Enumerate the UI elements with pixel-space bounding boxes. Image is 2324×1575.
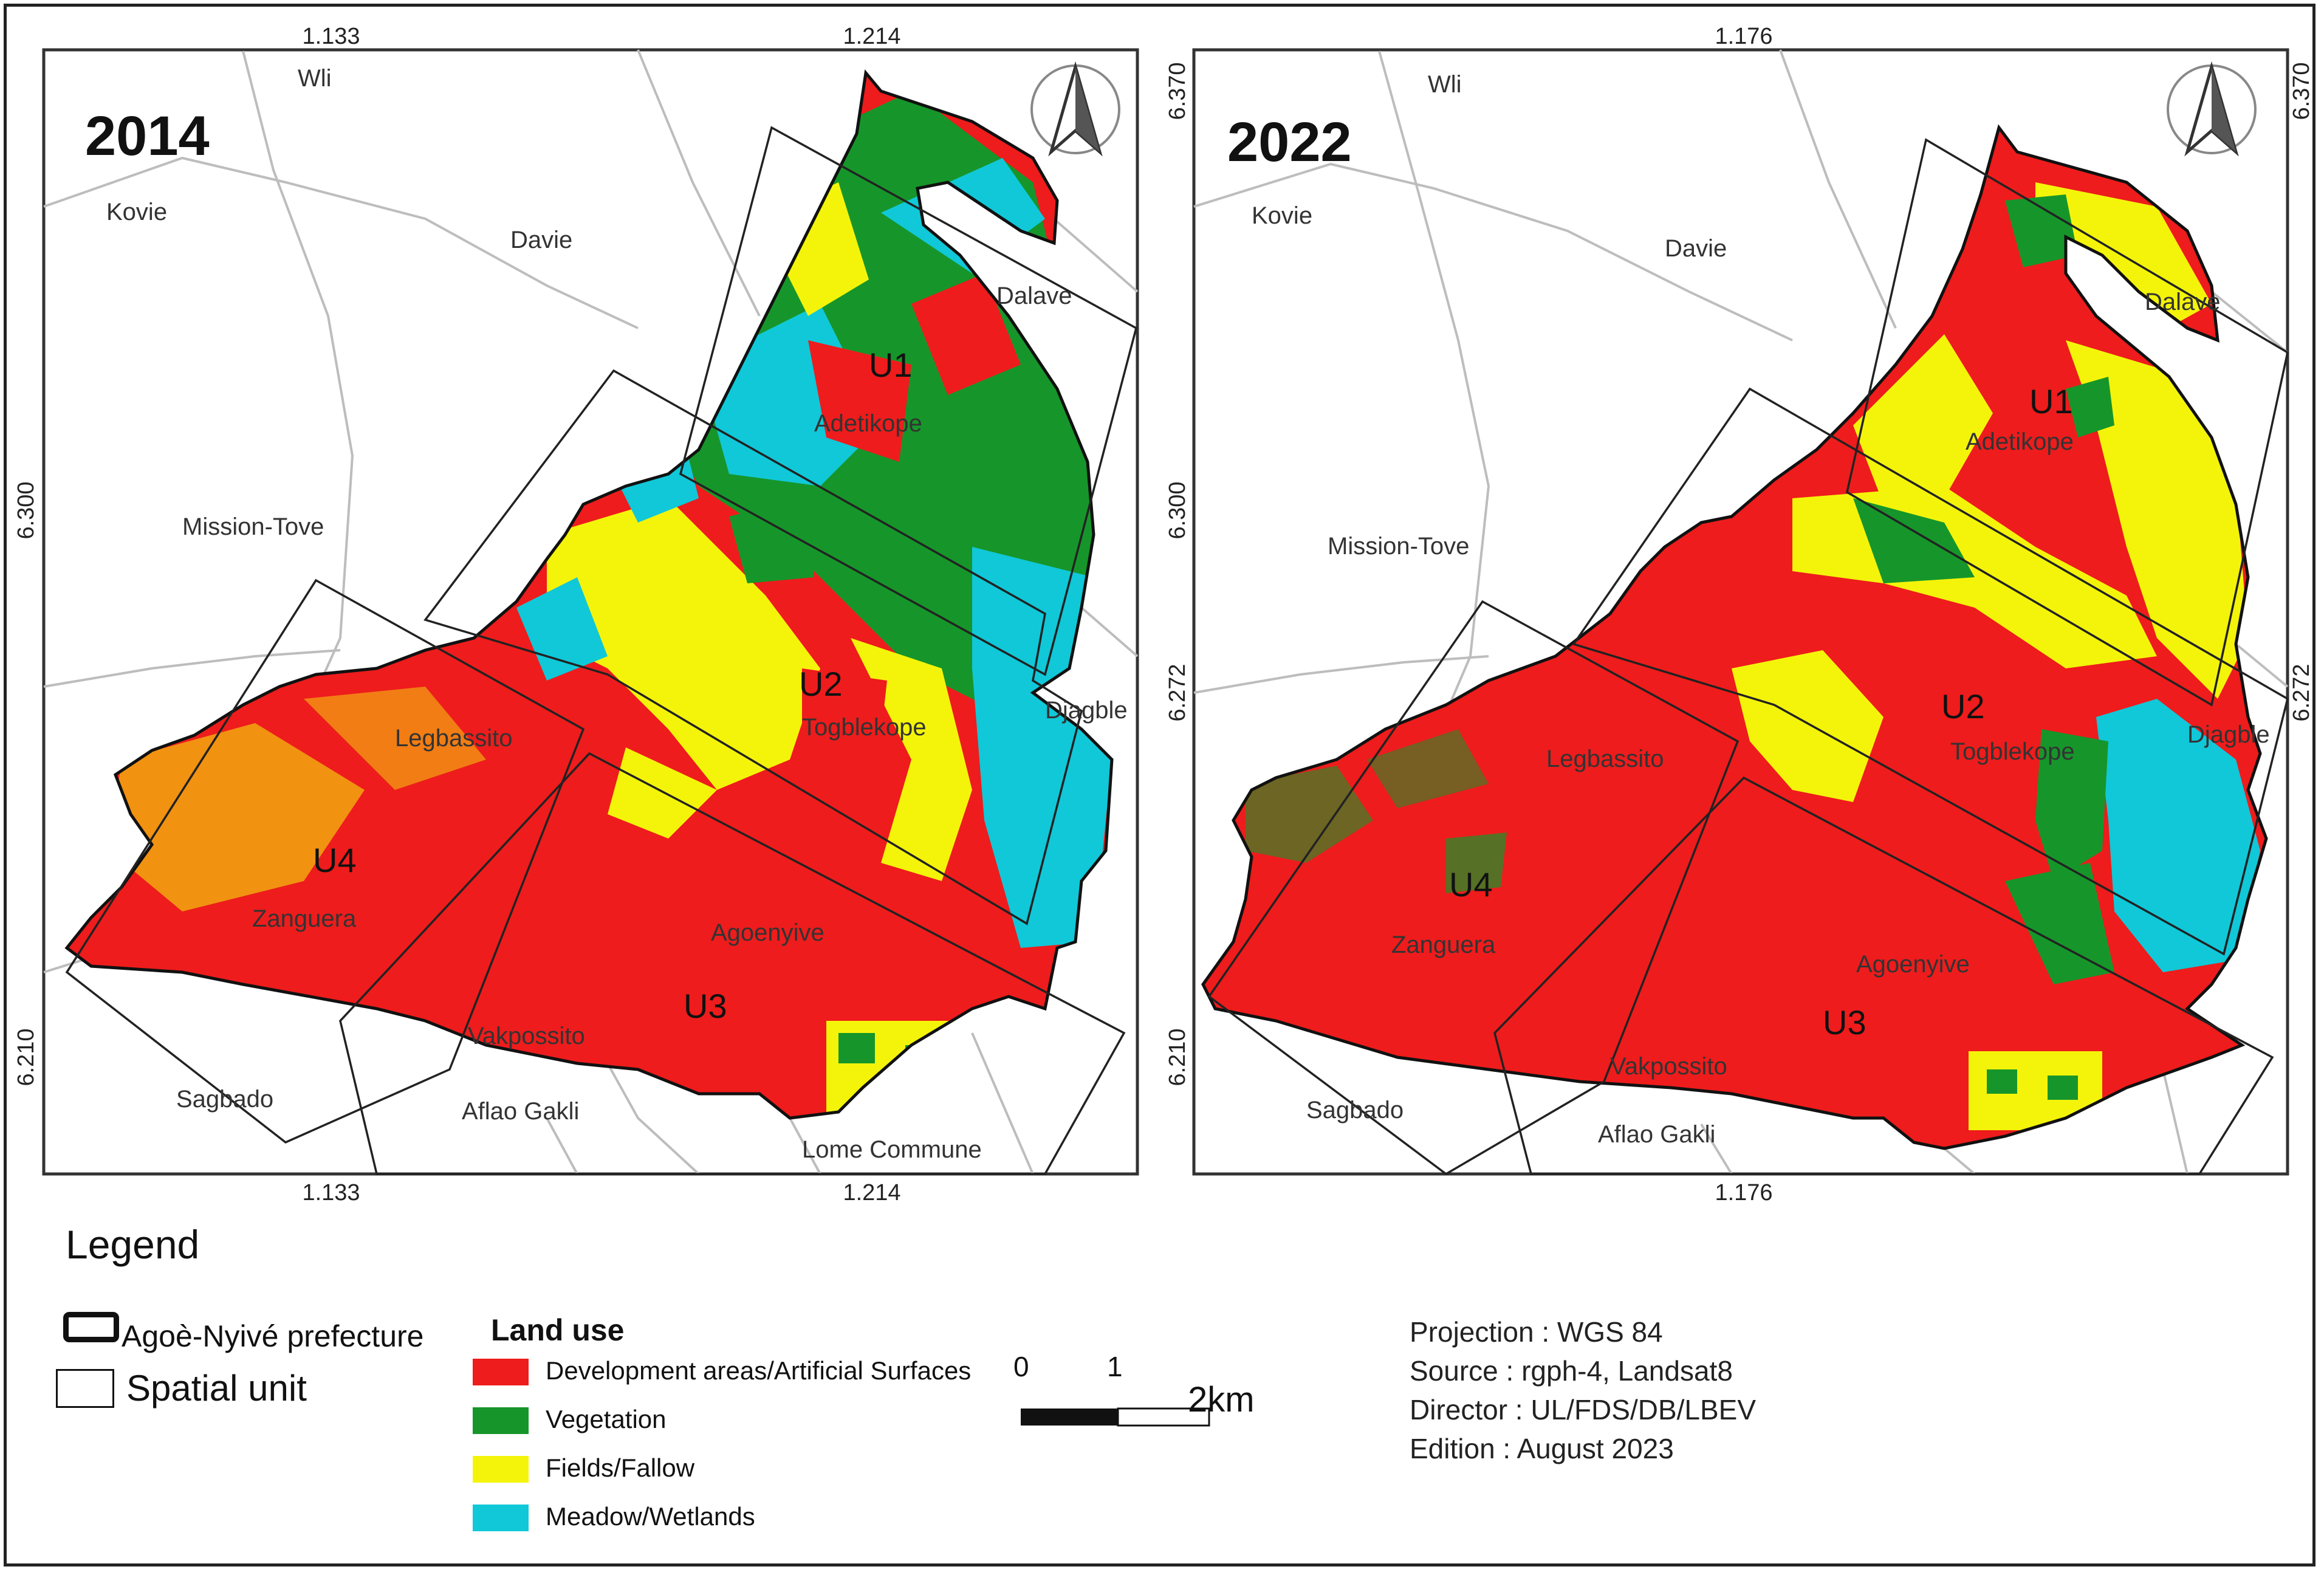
- place-label: Kovie: [106, 199, 167, 225]
- place-label: Djagble: [2187, 721, 2270, 748]
- place-label: Adetikope: [1966, 428, 2074, 455]
- edition-text: Edition : August 2023: [1410, 1433, 1674, 1464]
- land-use-swatch: [473, 1505, 529, 1531]
- spatial-unit-swatch: [56, 1368, 114, 1408]
- land-use-swatch: [473, 1456, 529, 1483]
- land-use-swatch: [473, 1407, 529, 1434]
- left-tick: 6.210: [13, 1028, 39, 1086]
- place-label: Davie: [510, 227, 572, 253]
- scale-bar-black-segment: [1021, 1409, 1118, 1426]
- place-label: Wli: [298, 65, 332, 92]
- spatial-units-2022: [1207, 138, 2289, 1176]
- director-text: Director : UL/FDS/DB/LBEV: [1410, 1394, 1757, 1426]
- place-label: Zanguera: [252, 905, 357, 932]
- place-label: Aflao Gakli: [1598, 1121, 1715, 1148]
- left-tick: 6.272: [1165, 664, 1190, 721]
- place-names-2014: Wli Kovie Davie Dalave Mission-Tove Djag…: [106, 65, 1128, 1163]
- land-use-label: Meadow/Wetlands: [546, 1502, 755, 1531]
- left-tick: 6.300: [13, 481, 39, 539]
- projection-text: Projection : WGS 84: [1410, 1316, 1663, 1348]
- unit-label: U4: [313, 841, 357, 879]
- place-label: Sagbado: [1306, 1097, 1404, 1124]
- land-use-label: Fields/Fallow: [546, 1453, 695, 1482]
- top-tick: 1.133: [302, 24, 360, 49]
- land-use-label: Development areas/Artificial Surfaces: [546, 1356, 972, 1385]
- top-tick: 1.214: [843, 24, 900, 49]
- land-use-label: Vegetation: [546, 1405, 667, 1433]
- place-label: Djagble: [1045, 697, 1128, 724]
- left-tick: 6.300: [1165, 481, 1190, 539]
- year-label-2022: 2022: [1227, 111, 1352, 173]
- unit-label: U4: [1449, 865, 1493, 904]
- unit-label: U3: [684, 987, 727, 1025]
- land-use-item: Meadow/Wetlands: [473, 1502, 755, 1531]
- scale-label: 0: [1013, 1351, 1029, 1382]
- place-label: Mission-Tove: [182, 513, 324, 540]
- unit-label: U3: [1823, 1003, 1866, 1041]
- unit-label: U1: [2029, 382, 2073, 420]
- unit-label: U2: [799, 665, 843, 703]
- scale-bar: [1021, 1407, 1210, 1427]
- place-label: Legbassito: [395, 725, 512, 752]
- place-label: Kovie: [1252, 202, 1312, 229]
- place-label: Mission-Tove: [1328, 533, 1469, 560]
- left-tick: 6.370: [1165, 62, 1190, 120]
- place-label: Davie: [1665, 235, 1727, 262]
- road-network: [1193, 49, 2289, 1175]
- north-arrow-2022: [2167, 61, 2257, 157]
- scale-bar-white-segment: [1117, 1407, 1210, 1427]
- year-label-2014: 2014: [85, 105, 210, 167]
- land-use-item: Vegetation: [473, 1405, 667, 1434]
- place-label: Togblekope: [1950, 738, 2075, 765]
- place-label: Agoenyive: [711, 919, 824, 946]
- place-label: Zanguera: [1391, 932, 1496, 958]
- place-label: Aflao Gakli: [462, 1098, 579, 1125]
- map-panel-2014: [42, 48, 1139, 1176]
- land-use-item: Development areas/Artificial Surfaces: [473, 1356, 971, 1385]
- spatial-units-2014: [65, 126, 1138, 1175]
- place-label: Adetikope: [814, 410, 922, 437]
- prefecture-swatch: [63, 1312, 119, 1342]
- right-tick: 6.370: [2289, 62, 2314, 120]
- legend-title: Legend: [66, 1222, 200, 1267]
- place-label: Vakpossito: [1610, 1053, 1727, 1080]
- bottom-tick: 1.176: [1715, 1180, 1772, 1206]
- place-names-2022: Wli Kovie Davie Dalave Mission-Tove Djag…: [1252, 71, 2270, 1148]
- unit-label: U1: [869, 346, 913, 384]
- place-label: Wli: [1428, 71, 1462, 98]
- scale-label: 1: [1107, 1351, 1123, 1382]
- unit-label: U2: [1941, 687, 1985, 726]
- place-label: Togblekope: [802, 714, 927, 741]
- legend-spatial-unit: Spatial unit: [56, 1367, 307, 1409]
- place-label: Dalave: [2145, 289, 2221, 315]
- right-tick: 6.272: [2289, 664, 2314, 721]
- place-label: Agoenyive: [1856, 951, 1970, 978]
- unit-labels-2014: U1 U2 U3 U4: [313, 346, 913, 1025]
- land-use-title: Land use: [491, 1313, 625, 1347]
- scale-label: 2km: [1188, 1380, 1255, 1419]
- place-label: Sagbado: [176, 1086, 273, 1113]
- land-use-item: Fields/Fallow: [473, 1453, 694, 1483]
- unit-labels-2022: U1 U2 U3 U4: [1449, 382, 2073, 1041]
- land-use-swatch: [473, 1359, 529, 1385]
- map-text: 2014 1.133 1.214 1.133 1.214 6.300 6.210…: [13, 24, 2314, 1206]
- figure-frame: [4, 4, 2315, 1566]
- bottom-tick: 1.214: [843, 1180, 900, 1206]
- place-label: Lome Commune: [802, 1136, 982, 1163]
- map-metadata: Projection : WGS 84 Source : rgph-4, Lan…: [1410, 1312, 1756, 1468]
- place-label: Legbassito: [1546, 746, 1664, 772]
- prefecture-label: Agoè-Nyivé prefecture: [122, 1319, 424, 1353]
- top-tick: 1.176: [1715, 24, 1772, 49]
- left-tick: 6.210: [1165, 1028, 1190, 1086]
- place-label: Vakpossito: [468, 1023, 585, 1049]
- place-label: Dalave: [996, 283, 1072, 309]
- spatial-unit-label: Spatial unit: [126, 1368, 307, 1409]
- source-text: Source : rgph-4, Landsat8: [1410, 1355, 1733, 1387]
- north-arrow-2014: [1030, 61, 1120, 157]
- bottom-tick: 1.133: [302, 1180, 360, 1206]
- map-panel-2022: [1192, 48, 2289, 1176]
- legend-prefecture: Agoè-Nyivé prefecture: [63, 1300, 423, 1354]
